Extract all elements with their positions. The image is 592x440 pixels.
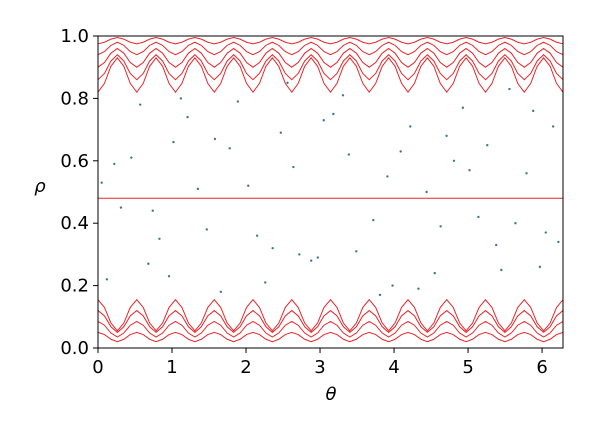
y-tick-label: 0.0 [60, 338, 89, 359]
scatter-point [425, 190, 428, 194]
scatter-point [138, 103, 142, 106]
scatter-point [179, 97, 183, 100]
scatter-point [255, 234, 259, 237]
scatter-point [468, 168, 471, 172]
scatter-point [417, 287, 420, 290]
scatter-point [119, 206, 123, 209]
x-tick-label: 6 [536, 357, 547, 378]
scatter-point [271, 246, 274, 250]
scatter-point [186, 115, 189, 119]
scatter-point [525, 172, 528, 175]
scatter-point [544, 231, 547, 234]
scatter-point [213, 137, 217, 141]
scatter-point [158, 237, 161, 240]
scatter-point [538, 265, 542, 269]
scatter-point [386, 175, 389, 178]
scatter-point [347, 153, 351, 156]
scatter-point [247, 184, 250, 187]
scatter-point [236, 100, 240, 103]
scatter-point [105, 278, 109, 281]
scatter-point [341, 94, 345, 97]
x-axis-label: θ [325, 384, 336, 405]
scatter-point [355, 250, 358, 253]
y-tick-label: 0.4 [60, 213, 89, 234]
scatter-point [205, 228, 208, 231]
scatter-point [322, 119, 325, 122]
y-tick-label: 1.0 [60, 26, 89, 47]
plot-frame [97, 35, 564, 349]
scatter-point [130, 156, 133, 159]
scatter-point [286, 81, 289, 85]
scatter-point [500, 268, 503, 272]
scatter-point [332, 112, 335, 116]
scatter-point [219, 290, 223, 294]
x-tick-label: 4 [388, 357, 399, 378]
line [97, 54, 564, 81]
x-tick-label: 3 [314, 357, 325, 378]
scatter-point [147, 262, 150, 265]
scatter-point [433, 271, 436, 275]
x-tick-label: 2 [240, 357, 251, 378]
line [97, 331, 564, 343]
scatter-point [531, 109, 535, 113]
scatter-point [399, 150, 402, 153]
scatter-point [298, 253, 301, 256]
scatter-point [452, 159, 456, 162]
scatter-point [279, 131, 283, 134]
scatter-point [228, 147, 231, 150]
scatter-point [508, 87, 511, 91]
line [97, 47, 564, 68]
y-tick-label: 0.6 [60, 151, 89, 172]
scatter-point [113, 162, 116, 166]
scatter-point [172, 140, 175, 144]
y-axis-label: ρ [34, 176, 46, 197]
line [97, 309, 564, 334]
scatter-point [309, 259, 313, 262]
line [97, 57, 564, 94]
scatter-point [494, 243, 498, 247]
scatter-point [151, 209, 154, 212]
line [97, 41, 564, 56]
scatter-point [477, 215, 480, 219]
scatter-point [378, 293, 382, 297]
scatter-point [391, 284, 394, 287]
y-tick-label: 0.8 [60, 88, 89, 109]
y-tick-label: 0.2 [60, 276, 89, 297]
scatter-point [514, 222, 517, 225]
x-tick-label: 5 [462, 357, 473, 378]
x-tick-label: 1 [166, 357, 177, 378]
line [97, 320, 564, 338]
scatter-point [167, 275, 171, 278]
scatter-point [445, 134, 448, 138]
scatter-point [557, 240, 560, 244]
scatter-point [461, 106, 465, 109]
x-tick-label: 0 [92, 357, 103, 378]
line [97, 37, 564, 45]
scatter-point [196, 187, 200, 191]
scatter-point [439, 225, 442, 228]
scatter-point [264, 281, 267, 284]
line [97, 298, 564, 332]
scatter-point [100, 181, 103, 184]
scatter-point [316, 256, 320, 259]
scatter-point [551, 125, 555, 128]
scatter-point [409, 125, 412, 128]
scatter-point [372, 218, 375, 222]
scatter-point [292, 165, 295, 169]
scatter-point [486, 144, 489, 147]
